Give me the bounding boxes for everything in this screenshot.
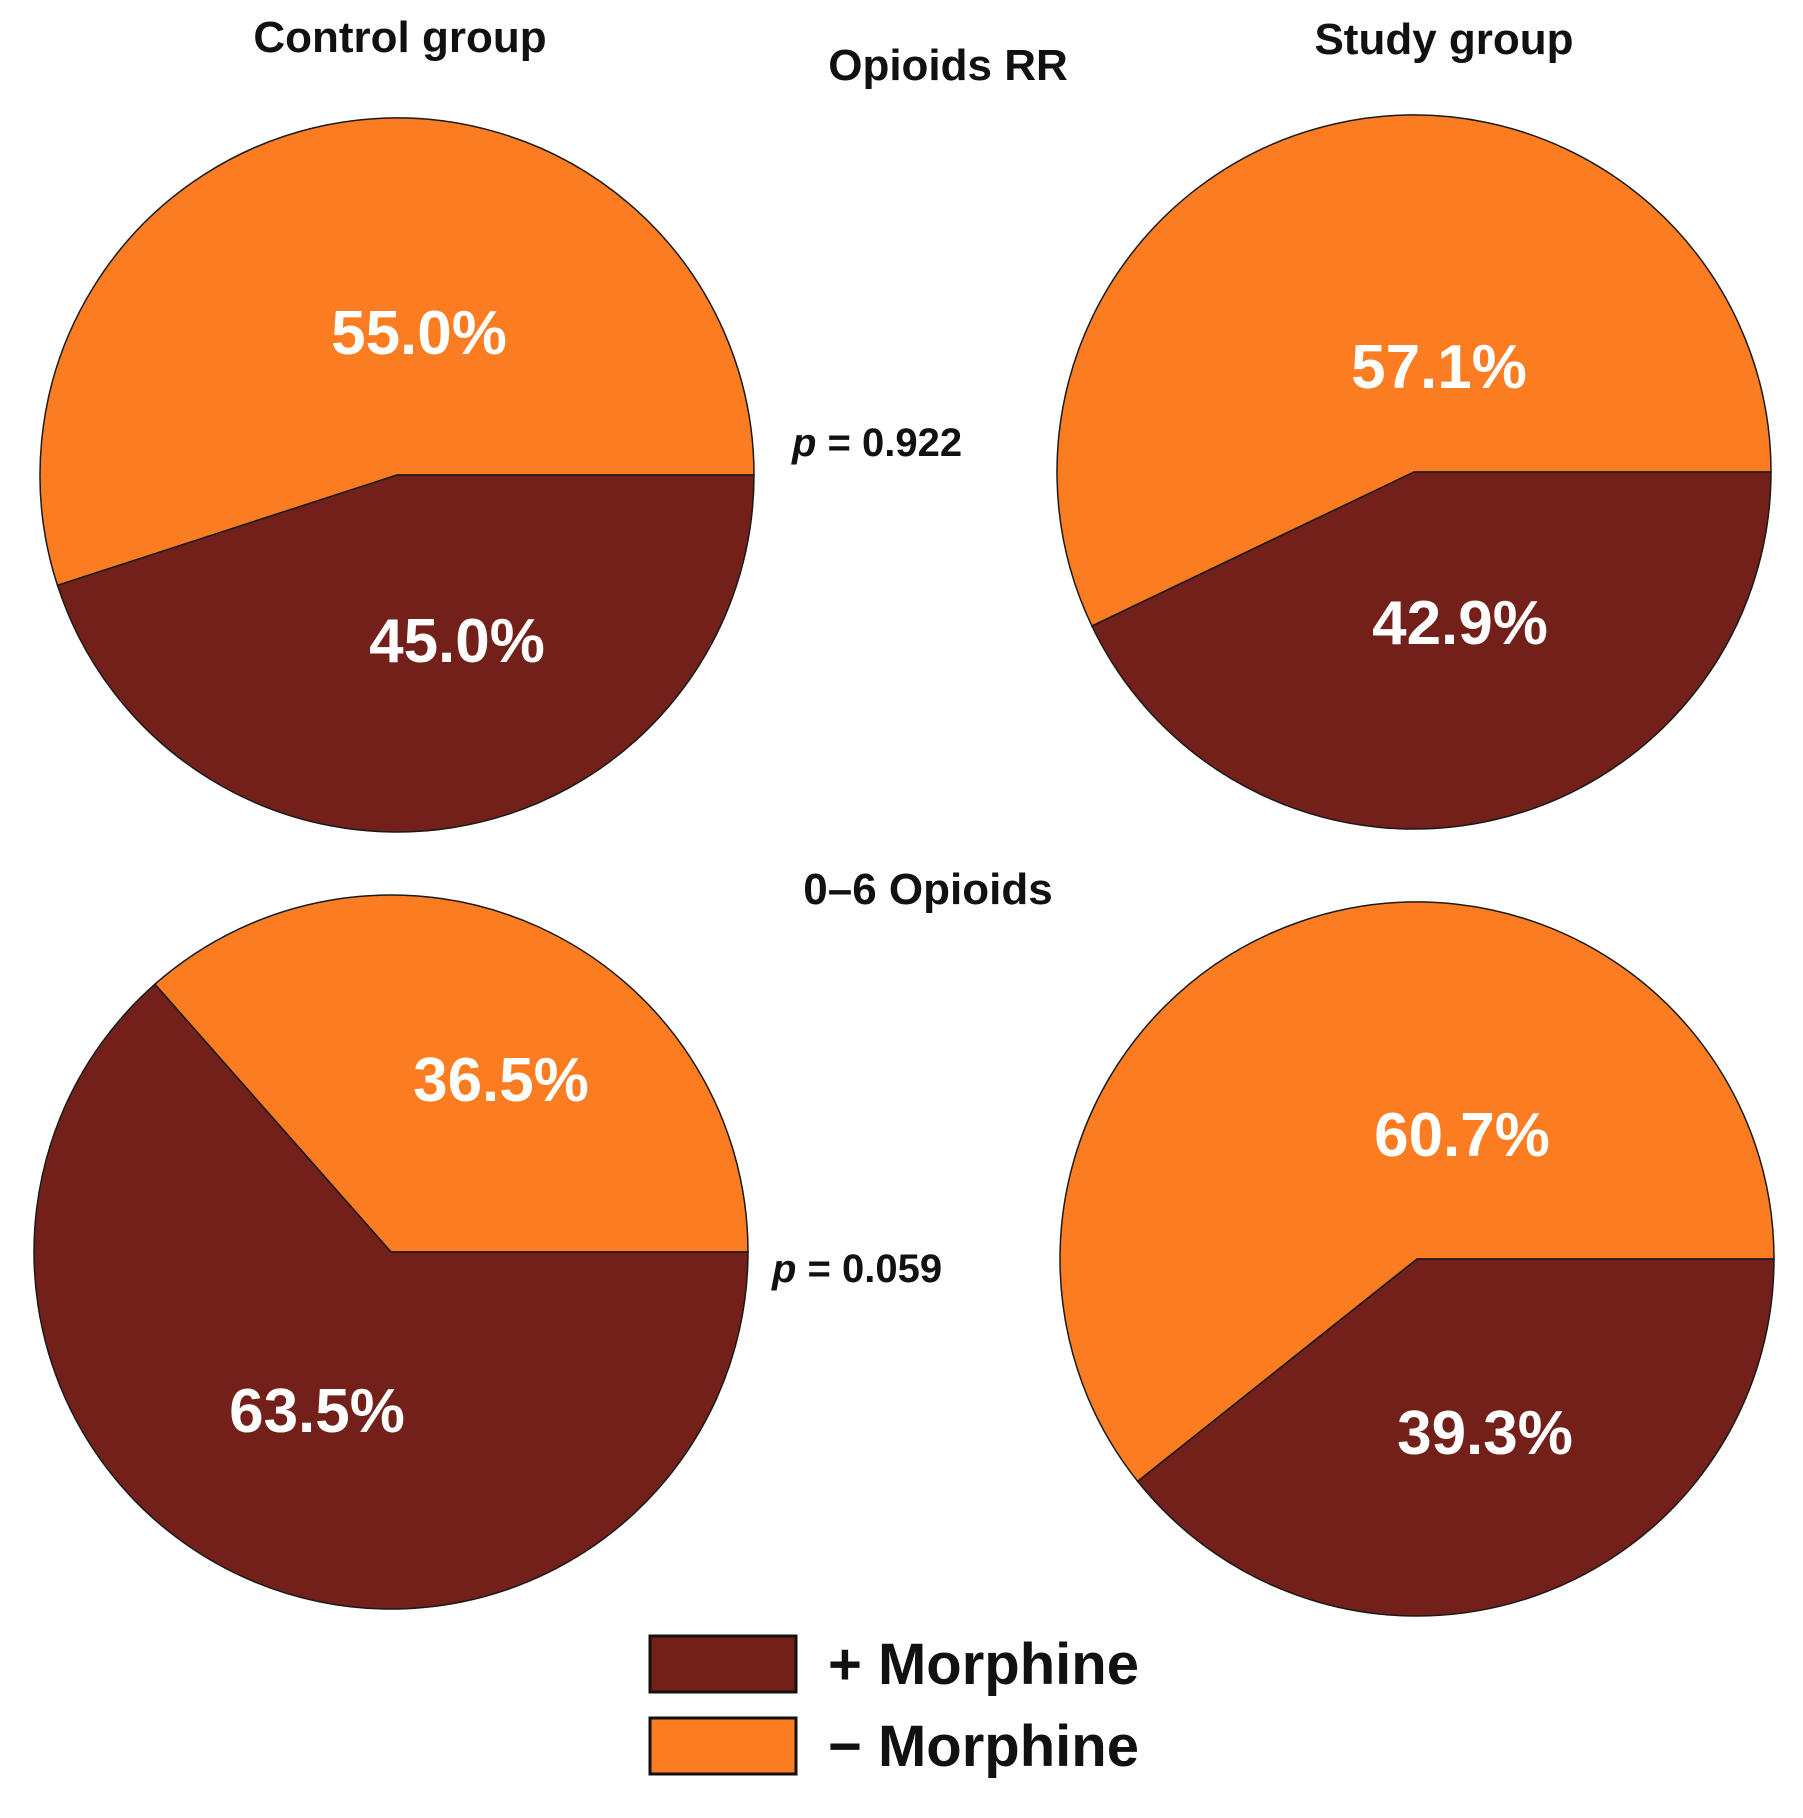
p-value-opioids-rr: p = 0.922 (791, 421, 962, 465)
pie-slice-without-morphine (39, 117, 755, 587)
opioids-0-6-title: 0–6 Opioids (803, 865, 1052, 914)
legend-label-with-morphine: + Morphine (828, 1632, 1139, 1697)
slice-label-with-morphine: 63.5% (229, 1377, 405, 1446)
control-group-title: Control group (253, 13, 546, 62)
legend-swatch-with-morphine (648, 1634, 798, 1694)
slice-label-with-morphine: 39.3% (1397, 1399, 1573, 1468)
pie-slice-with-morphine (56, 474, 755, 833)
p-symbol: p (791, 421, 816, 465)
pie-slice-without-morphine (1056, 114, 1772, 628)
legend: + Morphine − Morphine (648, 1632, 1139, 1779)
pie-slice-with-morphine (1090, 471, 1772, 830)
p-value-opioids-0-6: p = 0.059 (771, 1247, 942, 1291)
pie-opioids-rr-control: 55.0% 45.0% (39, 117, 755, 833)
pie-slice-with-morphine (33, 983, 749, 1610)
slice-label-without-morphine: 55.0% (331, 299, 507, 368)
slice-label-with-morphine: 45.0% (369, 607, 545, 676)
p-value-text: = 0.059 (796, 1247, 942, 1291)
slice-label-with-morphine: 42.9% (1372, 589, 1548, 658)
p-symbol: p (771, 1247, 796, 1291)
legend-swatch-without-morphine (648, 1716, 798, 1776)
pie-opioids-0-6-study: 60.7% 39.3% (1059, 901, 1775, 1617)
opioids-rr-title: Opioids RR (828, 41, 1068, 90)
pie-slice-with-morphine (1136, 1258, 1775, 1617)
study-group-title: Study group (1314, 15, 1573, 64)
slice-label-without-morphine: 36.5% (413, 1046, 589, 1115)
p-value-text: = 0.922 (816, 421, 962, 465)
pie-slice-without-morphine (153, 894, 749, 1253)
slice-label-without-morphine: 60.7% (1374, 1101, 1550, 1170)
pie-opioids-rr-study: 57.1% 42.9% (1056, 114, 1772, 830)
pie-slice-without-morphine (1059, 901, 1775, 1483)
slice-label-without-morphine: 57.1% (1351, 333, 1527, 402)
legend-label-without-morphine: − Morphine (828, 1714, 1139, 1779)
pie-opioids-0-6-control: 36.5% 63.5% (33, 894, 749, 1610)
